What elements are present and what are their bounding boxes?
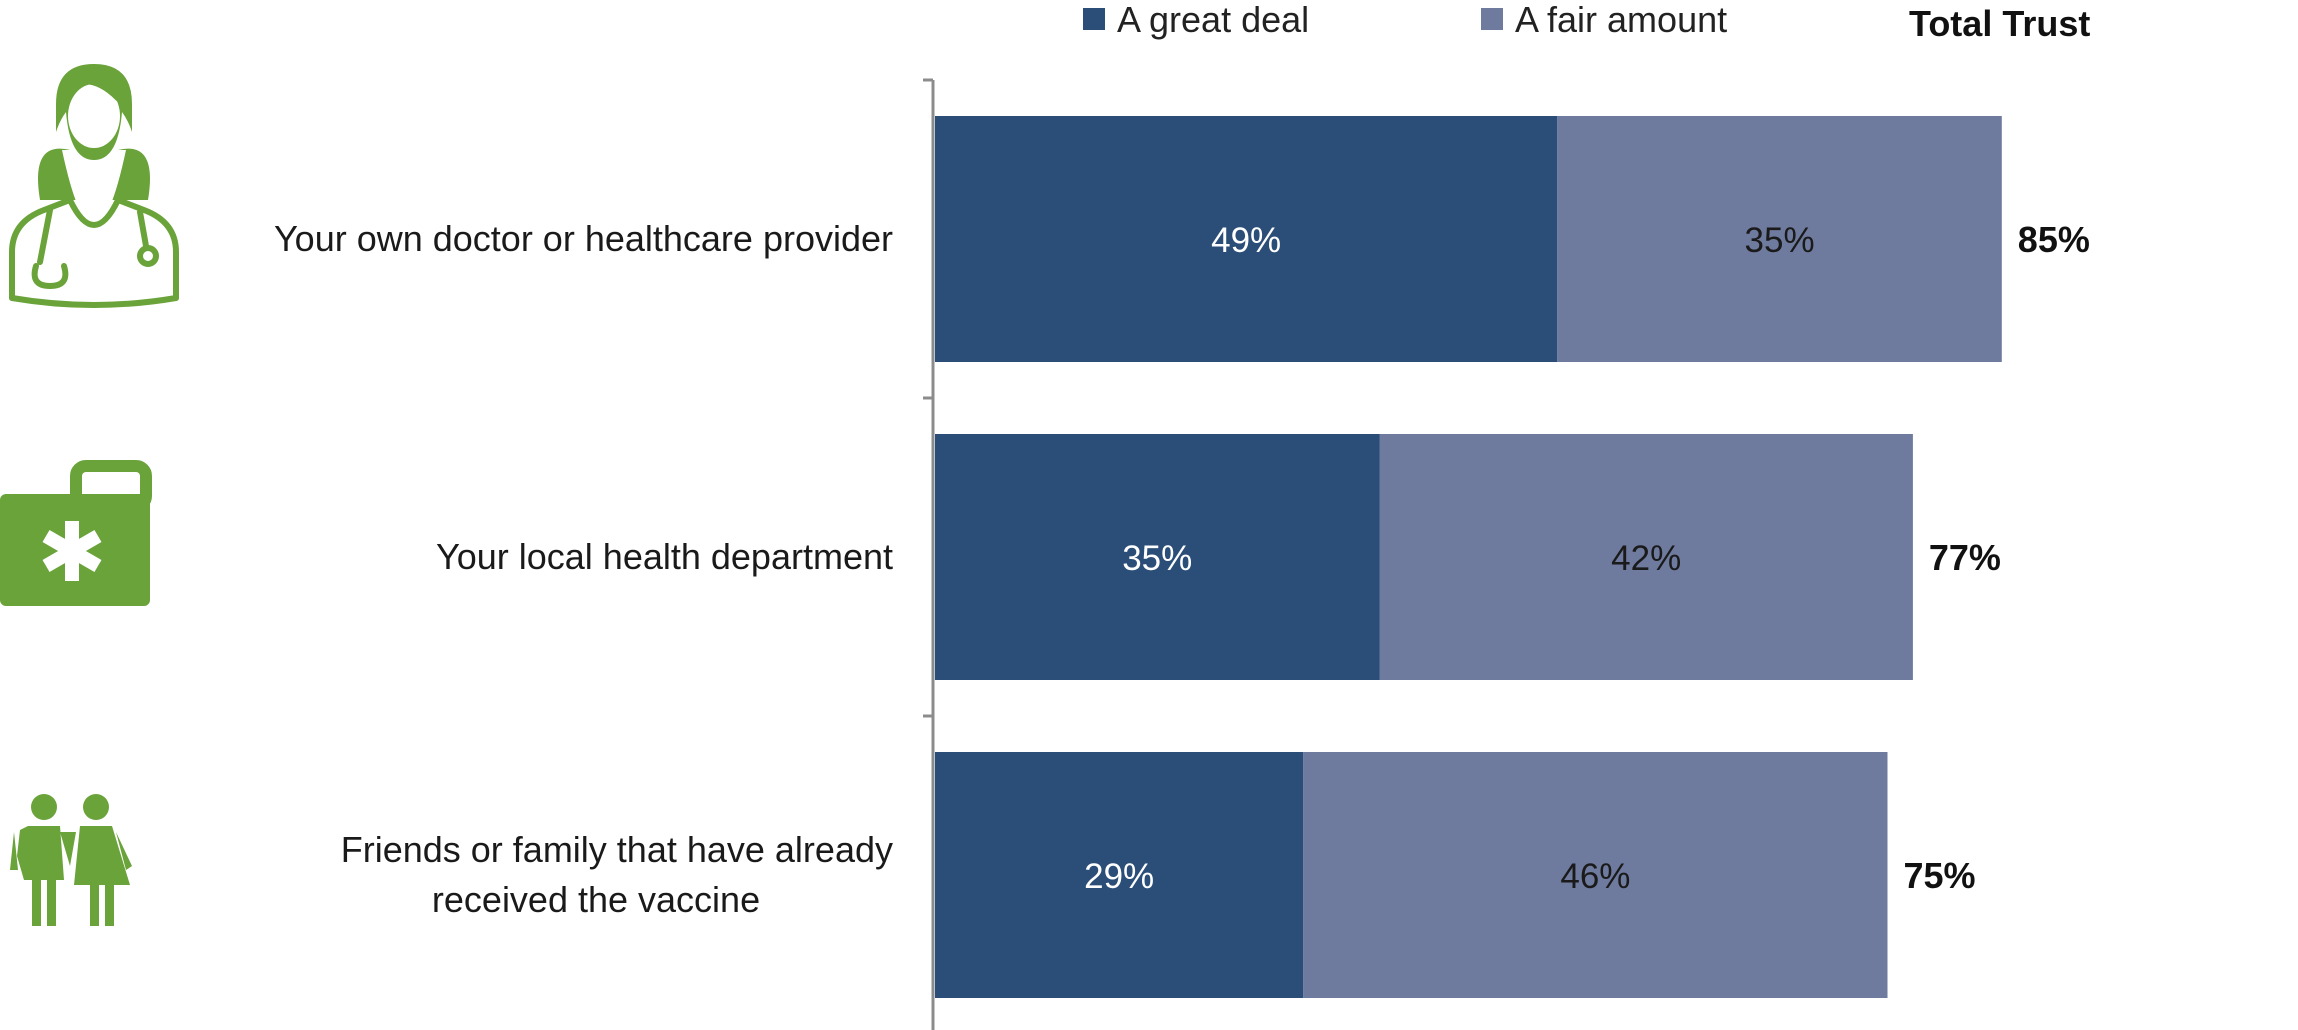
total-value-label: 85% bbox=[2018, 219, 2090, 260]
segment-value-label: 46% bbox=[1560, 857, 1630, 896]
category-label: Your own doctor or healthcare provider bbox=[274, 218, 893, 259]
family-icon bbox=[10, 794, 132, 926]
legend-swatch-great-deal bbox=[1083, 8, 1105, 30]
legend: A great deal A fair amount Total Trust bbox=[1083, 0, 2090, 44]
bar-segment-fair-amount bbox=[1303, 752, 1888, 998]
category-labels: Your own doctor or healthcare provider Yo… bbox=[274, 218, 893, 920]
legend-swatch-fair-amount bbox=[1481, 8, 1503, 30]
bar-segment-fair-amount bbox=[1379, 434, 1913, 680]
bar-segment-great-deal bbox=[935, 752, 1304, 998]
segment-value-label: 49% bbox=[1211, 221, 1281, 260]
y-axis bbox=[923, 78, 935, 1030]
segment-value-label: 35% bbox=[1745, 221, 1815, 260]
category-label: received the vaccine bbox=[432, 879, 760, 920]
legend-label-fair-amount: A fair amount bbox=[1515, 0, 1727, 40]
segment-value-label: 42% bbox=[1611, 539, 1681, 578]
medical-kit-icon bbox=[0, 460, 152, 606]
category-label: Your local health department bbox=[436, 536, 893, 577]
segment-labels: 49% 35% 35% 42% 29% 46% bbox=[1084, 221, 1814, 896]
bars bbox=[935, 116, 2002, 998]
legend-label-great-deal: A great deal bbox=[1117, 0, 1309, 40]
bar-segment-great-deal bbox=[935, 116, 1558, 362]
segment-value-label: 35% bbox=[1122, 539, 1192, 578]
total-value-label: 75% bbox=[1904, 855, 1976, 896]
bar-segment-fair-amount bbox=[1557, 116, 2002, 362]
category-label: Friends or family that have already bbox=[341, 829, 893, 870]
total-value-label: 77% bbox=[1929, 537, 2001, 578]
segment-value-label: 29% bbox=[1084, 857, 1154, 896]
doctor-icon bbox=[9, 64, 179, 308]
total-trust-heading: Total Trust bbox=[1909, 3, 2090, 44]
total-labels: 85% 77% 75% bbox=[1904, 219, 2090, 896]
bar-segment-great-deal bbox=[935, 434, 1380, 680]
